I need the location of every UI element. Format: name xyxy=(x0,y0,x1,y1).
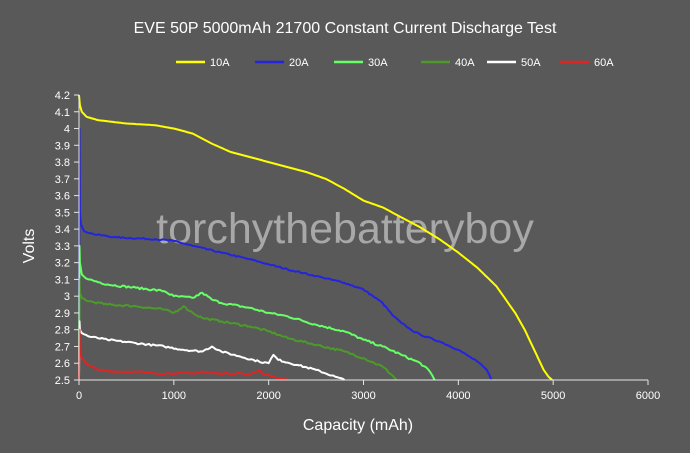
x-tick-label: 5000 xyxy=(541,390,565,402)
x-ticks: 0 1000 2000 3000 4000 5000 6000 xyxy=(76,380,660,402)
y-tick-label: 3.8 xyxy=(55,157,70,169)
y-tick-label: 2.5 xyxy=(55,375,70,387)
series-line-20A xyxy=(78,127,493,381)
legend-label: 40A xyxy=(455,57,475,69)
legend-label: 60A xyxy=(594,57,614,69)
x-tick-label: 1000 xyxy=(162,390,186,402)
y-tick-label: 4 xyxy=(64,124,70,136)
y-tick-label: 2.7 xyxy=(55,341,70,353)
y-tick-label: 4.2 xyxy=(55,90,70,102)
series-line-40A xyxy=(78,278,398,381)
y-tick-label: 4.1 xyxy=(55,107,70,119)
y-tick-label: 3 xyxy=(64,291,70,303)
y-ticks: 2.5 2.6 2.7 2.8 2.9 3 3.1 3.2 3.3 3.4 3.5 3.6 3.7 3.8… xyxy=(55,90,79,387)
chart-title: EVE 50P 5000mAh 21700 Constant Current D… xyxy=(134,20,557,37)
legend-label: 30A xyxy=(368,57,388,69)
y-tick-label: 2.9 xyxy=(55,308,70,320)
y-tick-label: 2.6 xyxy=(55,358,70,370)
x-tick-label: 4000 xyxy=(446,390,470,402)
legend-label: 20A xyxy=(289,57,309,69)
legend: 10A 20A 30A 40A 50A 60A xyxy=(176,57,614,69)
x-tick-label: 2000 xyxy=(256,390,280,402)
y-tick-label: 3.6 xyxy=(55,191,70,203)
y-tick-label: 3.4 xyxy=(55,224,70,236)
watermark-text: torchythebatteryboy xyxy=(156,205,534,253)
y-tick-label: 3.5 xyxy=(55,207,70,219)
x-axis-label: Capacity (mAh) xyxy=(303,417,413,434)
y-axis-label: Volts xyxy=(21,229,38,264)
x-tick-label: 6000 xyxy=(636,390,660,402)
series-layer xyxy=(78,94,553,381)
y-tick-label: 3.1 xyxy=(55,274,70,286)
legend-label: 50A xyxy=(521,57,541,69)
y-tick-label: 3.9 xyxy=(55,140,70,152)
legend-label: 10A xyxy=(210,57,230,69)
series-line-60A xyxy=(78,328,289,381)
series-line-50A xyxy=(78,320,346,381)
y-tick-label: 3.3 xyxy=(55,241,70,253)
x-tick-label: 3000 xyxy=(351,390,375,402)
x-tick-label: 0 xyxy=(76,390,82,402)
y-tick-label: 3.7 xyxy=(55,174,70,186)
series-line-30A xyxy=(78,244,436,381)
series-line-10A xyxy=(78,94,553,381)
y-tick-label: 2.8 xyxy=(55,325,70,337)
y-tick-label: 3.2 xyxy=(55,258,70,270)
